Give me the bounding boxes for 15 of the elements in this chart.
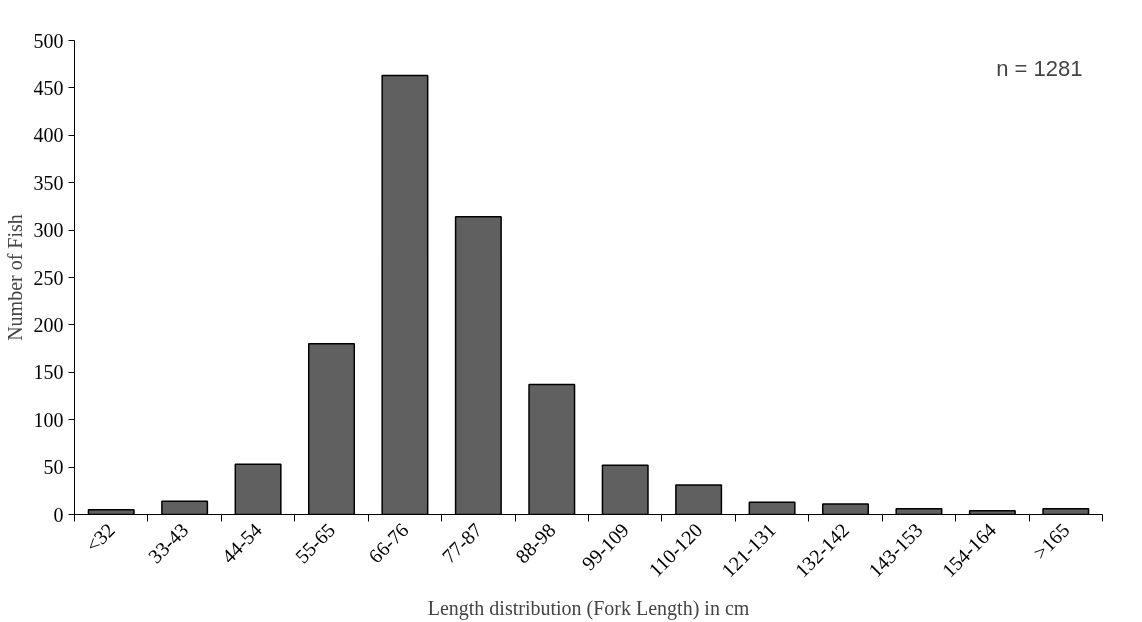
y-tick-label: 400 — [33, 124, 64, 147]
y-axis-title: Number of Fish — [3, 214, 26, 341]
y-tick-label: 500 — [33, 29, 64, 52]
y-tick-label: 300 — [33, 219, 64, 242]
y-tick-label: 100 — [33, 408, 64, 431]
y-tick-label: 150 — [33, 361, 64, 384]
x-tick-label: <32 — [81, 518, 119, 557]
y-tick-label: 450 — [33, 76, 64, 99]
y-tick-label: 250 — [33, 266, 64, 289]
x-axis-title: Length distribution (Fork Length) in cm — [427, 597, 750, 621]
y-tick-label: 200 — [33, 313, 64, 336]
y-tick-label: 50 — [43, 456, 64, 479]
y-tick-label: 350 — [33, 171, 64, 194]
annotation: n = 1281 — [996, 55, 1083, 81]
y-tick-label: 0 — [53, 503, 64, 526]
